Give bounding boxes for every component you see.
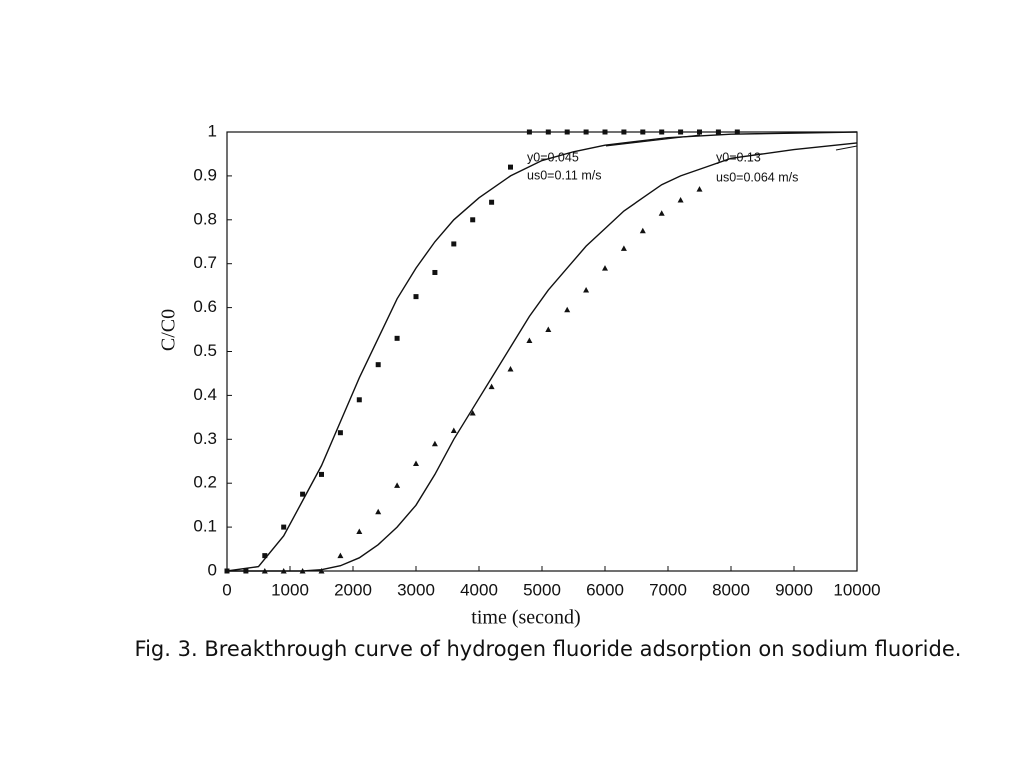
data-point	[488, 383, 495, 390]
data-point	[508, 164, 513, 170]
data-point	[507, 366, 514, 372]
data-point	[261, 568, 268, 574]
data-point	[394, 335, 400, 341]
data-point	[337, 552, 344, 559]
data-point	[280, 568, 287, 574]
data-point	[281, 524, 287, 530]
x-tick-label: 4000	[460, 580, 498, 599]
data-point	[526, 337, 533, 344]
data-point	[583, 129, 589, 135]
y-tick-label: 0.6	[193, 297, 217, 316]
data-point	[318, 568, 325, 574]
x-tick-label: 3000	[397, 580, 435, 599]
y-tick-label: 0.5	[193, 341, 217, 360]
x-tick-label: 2000	[334, 580, 372, 599]
data-point	[564, 306, 571, 313]
annotation: y0=0.13	[716, 150, 761, 164]
data-point	[545, 129, 551, 135]
x-tick-label: 8000	[712, 580, 750, 599]
data-point	[356, 528, 363, 534]
y-tick-label: 0.1	[193, 517, 217, 536]
x-tick-label: 10000	[833, 580, 880, 599]
x-tick-label: 1000	[271, 580, 309, 599]
data-point	[394, 482, 401, 488]
data-point	[677, 197, 684, 203]
annotation: us0=0.064 m/s	[716, 170, 798, 184]
data-point	[696, 186, 703, 192]
data-point	[659, 129, 665, 135]
data-point	[658, 210, 665, 216]
data-point	[715, 129, 721, 135]
model-curve	[226, 131, 858, 572]
data-point	[243, 568, 249, 574]
y-tick-label: 0.4	[193, 385, 217, 404]
x-tick-label: 6000	[586, 580, 624, 599]
data-point	[262, 553, 268, 559]
data-point	[300, 491, 306, 497]
data-point	[431, 440, 438, 447]
data-point	[432, 269, 438, 275]
x-tick-label: 7000	[649, 580, 687, 599]
y-tick-label: 1	[208, 121, 217, 140]
model-curve	[227, 142, 858, 572]
y-tick-label: 0.8	[193, 209, 217, 228]
data-point	[583, 287, 590, 293]
annotation: us0=0.11 m/s	[527, 168, 601, 182]
y-tick-label: 0.9	[193, 165, 217, 184]
data-point	[451, 241, 457, 247]
data-point	[564, 129, 570, 135]
data-point	[489, 199, 495, 205]
data-point	[734, 129, 740, 135]
data-point	[469, 409, 476, 416]
data-point	[413, 294, 419, 300]
data-point	[224, 568, 230, 574]
caption: Fig. 3. Breakthrough curve of hydrogen f…	[135, 637, 962, 661]
data-point	[337, 430, 343, 436]
y-tick-label: 0	[208, 560, 217, 579]
data-point	[526, 129, 532, 135]
data-point	[375, 508, 382, 515]
data-point	[545, 326, 552, 333]
y-axis-label: C/C0	[158, 309, 180, 351]
data-point	[319, 471, 324, 477]
x-tick-label: 0	[222, 580, 231, 599]
annotation-leader	[835, 145, 858, 151]
data-point	[639, 227, 646, 234]
data-point	[375, 362, 381, 368]
data-point	[470, 217, 476, 223]
x-tick-label: 5000	[523, 580, 561, 599]
data-point	[602, 129, 608, 135]
y-tick-label: 0.3	[193, 429, 217, 448]
data-point	[450, 427, 457, 434]
annotation: y0=0.045	[527, 150, 579, 164]
x-axis-label: time (second)	[471, 607, 580, 629]
data-point	[602, 265, 608, 271]
plot-frame	[226, 131, 858, 572]
data-point	[621, 129, 627, 135]
data-point	[299, 568, 306, 574]
annotation-leader	[605, 134, 701, 147]
x-tick-label: 9000	[775, 580, 813, 599]
data-point	[413, 460, 419, 466]
data-point	[620, 245, 627, 251]
data-point	[678, 129, 684, 135]
y-tick-label: 0.7	[193, 253, 217, 272]
y-tick-label: 0.2	[193, 473, 217, 492]
data-point	[640, 129, 646, 135]
data-point	[356, 397, 362, 403]
data-point	[697, 129, 702, 135]
